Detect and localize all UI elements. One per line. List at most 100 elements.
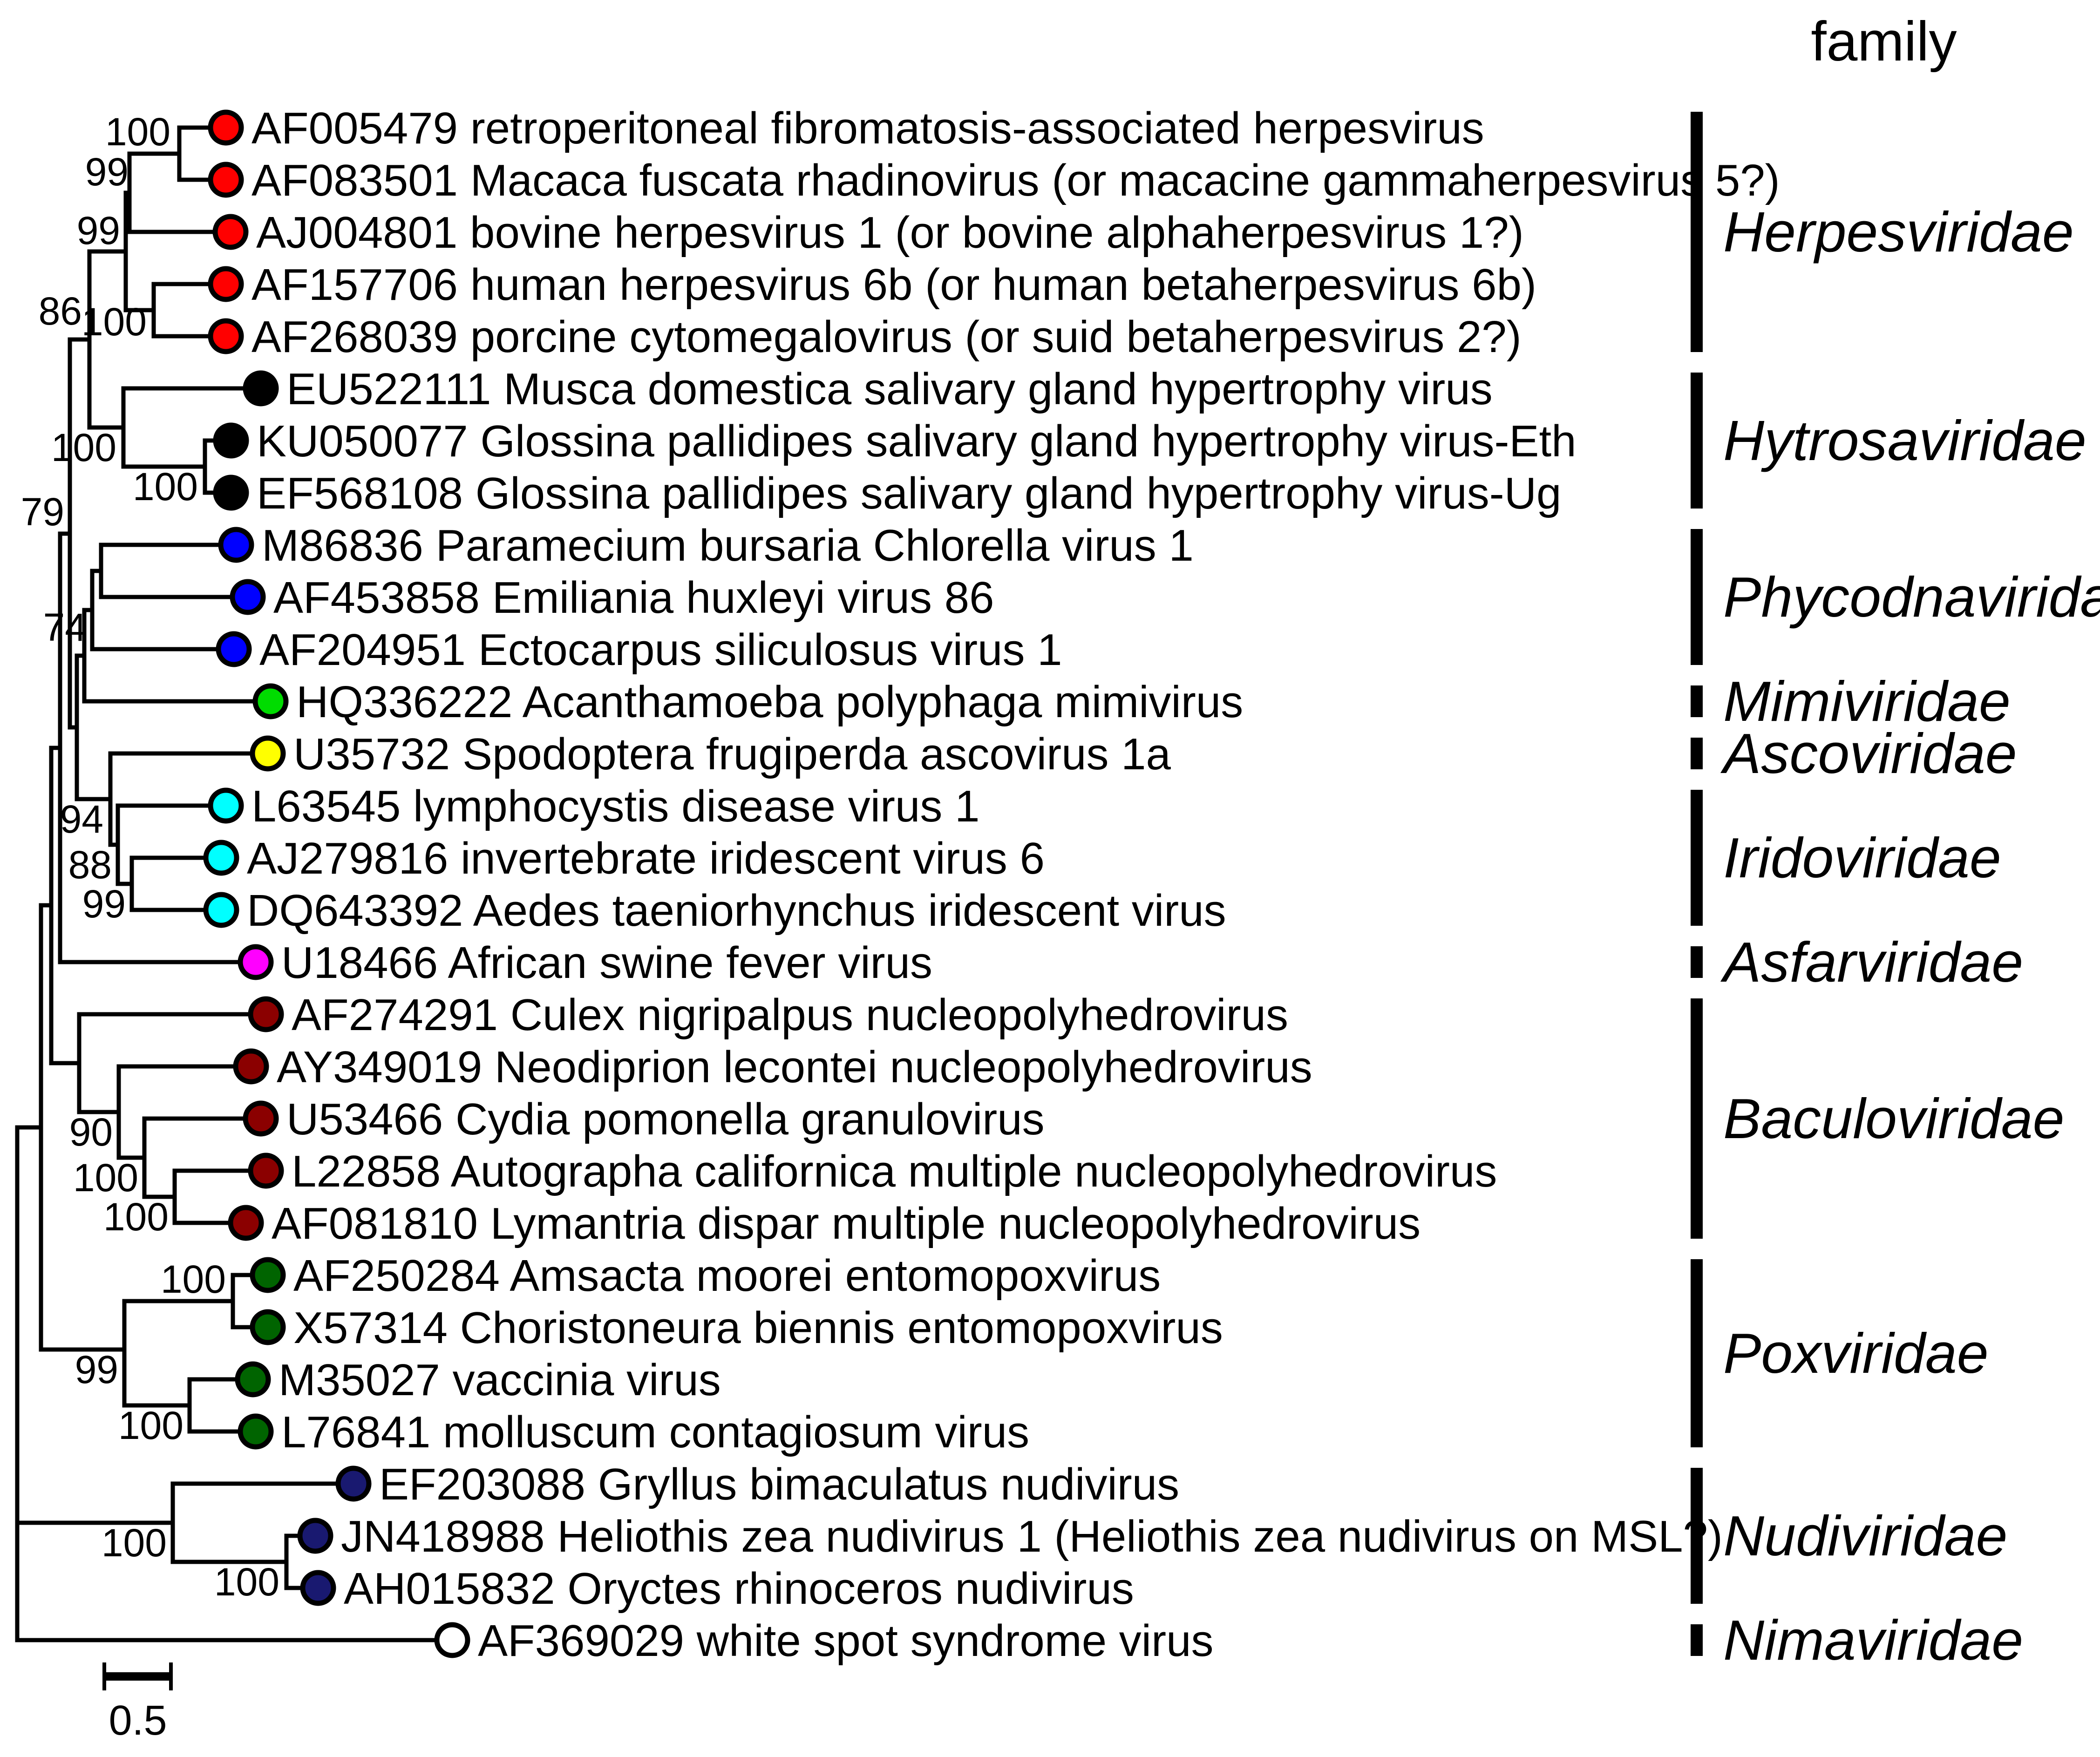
scale-bar: 0.5 — [102, 1662, 173, 1744]
family-label-Iridoviridae: Iridoviridae — [1723, 826, 2001, 889]
taxon-label-AF204951: AF204951 Ectocarpus siliculosus virus 1 — [259, 625, 1062, 675]
taxon-circle-M35027 — [235, 1361, 271, 1397]
taxon-label-X57314: X57314 Choristoneura biennis entomopoxvi… — [293, 1303, 1223, 1353]
taxon-label-DQ643392: DQ643392 Aedes taeniorhynchus iridescent… — [247, 886, 1226, 936]
family-label-Baculoviridae: Baculoviridae — [1723, 1087, 2064, 1150]
taxon-label-AF369029: AF369029 white spot syndrome virus — [478, 1616, 1213, 1666]
taxon-circle-AY349019 — [233, 1048, 269, 1085]
family-bar-Phycodnaviridae — [1691, 529, 1703, 665]
taxon-circle-JN418988 — [297, 1518, 333, 1554]
taxon-label-AJ279816: AJ279816 invertebrate iridescent virus 6 — [247, 834, 1045, 883]
taxon-label-L63545: L63545 lymphocystis disease virus 1 — [251, 781, 979, 831]
bootstrap-value: 100 — [51, 426, 116, 469]
bootstrap-value: 79 — [21, 490, 64, 534]
family-bar-Ascoviridae — [1691, 738, 1703, 769]
family-bar-Nimaviridae — [1691, 1624, 1703, 1656]
taxon-label-EF568108: EF568108 Glossina pallidipes salivary gl… — [257, 468, 1561, 518]
bootstrap-value: 100 — [102, 1521, 167, 1565]
taxon-label-AF453858: AF453858 Emiliania huxleyi virus 86 — [273, 573, 994, 623]
family-bar-Hytrosaviridae — [1691, 373, 1703, 509]
bootstrap-value: 99 — [75, 1348, 118, 1391]
taxon-circle-AF369029 — [434, 1622, 470, 1658]
taxon-circle-AJ279816 — [203, 840, 239, 876]
taxon-circle-EF203088 — [335, 1465, 372, 1502]
family-label-Nudiviridae: Nudiviridae — [1723, 1504, 2007, 1567]
taxon-label-AY349019: AY349019 Neodiprion lecontei nucleopolyh… — [277, 1042, 1312, 1092]
taxon-circle-AF268039 — [208, 318, 244, 354]
bootstrap-labels: 1009999100861001007494889979901001001009… — [21, 110, 279, 1604]
taxon-circle-AJ004801 — [212, 214, 249, 250]
taxon-circle-DQ643392 — [203, 892, 239, 928]
taxon-circle-AF204951 — [216, 631, 252, 667]
taxon-circle-AF083501 — [208, 162, 244, 198]
taxon-label-AH015832: AH015832 Oryctes rhinoceros nudivirus — [344, 1564, 1134, 1614]
taxon-circle-AF274291 — [248, 996, 284, 1032]
taxon-label-AF250284: AF250284 Amsacta moorei entomopoxvirus — [293, 1251, 1161, 1301]
taxon-circle-HQ336222 — [252, 683, 289, 719]
family-label-Mimiviridae: Mimiviridae — [1723, 670, 2011, 733]
bootstrap-value: 100 — [133, 465, 198, 509]
taxon-label-EF203088: EF203088 Gryllus bimaculatus nudivirus — [379, 1459, 1179, 1509]
taxon-label-JN418988: JN418988 Heliothis zea nudivirus 1 (Heli… — [341, 1512, 1723, 1561]
taxon-circle-AF005479 — [208, 109, 244, 146]
taxon-label-U35732: U35732 Spodoptera frugiperda ascovirus 1… — [293, 729, 1171, 779]
taxon-circle-U35732 — [250, 735, 286, 772]
taxon-circle-AF453858 — [230, 579, 266, 615]
taxon-circle-AF157706 — [208, 266, 244, 302]
family-label-Ascoviridae: Ascoviridae — [1720, 722, 2017, 785]
taxon-circle-AH015832 — [300, 1570, 336, 1606]
taxon-circle-X57314 — [250, 1309, 286, 1345]
taxon-label-EU522111: EU522111 Musca domestica salivary gland … — [286, 364, 1493, 414]
taxon-circle-KU050077 — [213, 422, 249, 459]
bootstrap-value: 100 — [82, 300, 147, 344]
taxon-circle-L63545 — [208, 787, 244, 824]
taxon-circle-M86836 — [218, 527, 254, 563]
taxon-circle-EU522111 — [243, 370, 279, 407]
taxon-circle-AF081810 — [228, 1205, 264, 1241]
taxon-label-AJ004801: AJ004801 bovine herpesvirus 1 (or bovine… — [256, 208, 1524, 258]
taxon-label-KU050077: KU050077 Glossina pallidipes salivary gl… — [257, 416, 1577, 466]
family-label-Hytrosaviridae: Hytrosaviridae — [1723, 409, 2086, 472]
taxon-circle-U53466 — [243, 1100, 279, 1137]
taxon-label-AF083501: AF083501 Macaca fuscata rhadinovirus (or… — [251, 156, 1780, 205]
family-label-Phycodnaviridae: Phycodnaviridae — [1723, 565, 2100, 629]
family-label-Poxviridae: Poxviridae — [1723, 1322, 1989, 1385]
taxon-label-AF005479: AF005479 retroperitoneal fibromatosis-as… — [251, 103, 1484, 153]
family-bar-Iridoviridae — [1691, 790, 1703, 926]
taxon-circle-U18466 — [238, 944, 274, 980]
taxon-circle-L76841 — [238, 1413, 274, 1450]
taxon-label-AF157706: AF157706 human herpesvirus 6b (or human … — [251, 260, 1536, 310]
taxon-label-M86836: M86836 Paramecium bursaria Chlorella vir… — [262, 521, 1194, 570]
taxon-label-AF268039: AF268039 porcine cytomegalovirus (or sui… — [251, 312, 1522, 362]
bootstrap-value: 100 — [105, 110, 170, 154]
taxon-circle-L22858 — [248, 1153, 284, 1189]
family-label-Herpesviridae: Herpesviridae — [1723, 200, 2074, 264]
family-bar-Asfarviridae — [1691, 946, 1703, 978]
taxon-label-L76841: L76841 molluscum contagiosum virus — [281, 1407, 1029, 1457]
family-bar-Baculoviridae — [1691, 998, 1703, 1239]
bootstrap-value: 99 — [77, 209, 120, 252]
bootstrap-value: 74 — [43, 605, 87, 649]
family-label-Asfarviridae: Asfarviridae — [1720, 930, 2023, 994]
bootstrap-value: 86 — [39, 289, 82, 333]
taxon-label-AF274291: AF274291 Culex nigripalpus nucleopolyhed… — [292, 990, 1288, 1040]
bootstrap-value: 94 — [60, 797, 103, 841]
family-bar-Herpesviridae — [1691, 112, 1703, 352]
bootstrap-value: 88 — [68, 843, 112, 887]
taxa: AF005479 retroperitoneal fibromatosis-as… — [203, 103, 1780, 1666]
family-bar-Nudiviridae — [1691, 1468, 1703, 1604]
taxon-label-AF081810: AF081810 Lymantria dispar multiple nucle… — [272, 1199, 1420, 1248]
taxon-label-U18466: U18466 African swine fever virus — [281, 938, 932, 988]
taxon-circle-AF250284 — [250, 1257, 286, 1293]
bootstrap-value: 100 — [103, 1195, 169, 1239]
bootstrap-value: 100 — [214, 1560, 279, 1604]
scale-bar-label: 0.5 — [109, 1697, 167, 1744]
taxon-label-M35027: M35027 vaccinia virus — [279, 1355, 721, 1405]
bootstrap-value: 90 — [69, 1110, 113, 1154]
bootstrap-value: 100 — [73, 1156, 138, 1200]
bootstrap-value: 100 — [161, 1257, 226, 1301]
family-annotations: Herpesviridae Hytrosaviridae Phycodnavirid… — [1691, 112, 2100, 1672]
family-label-Nimaviridae: Nimaviridae — [1723, 1608, 2023, 1672]
